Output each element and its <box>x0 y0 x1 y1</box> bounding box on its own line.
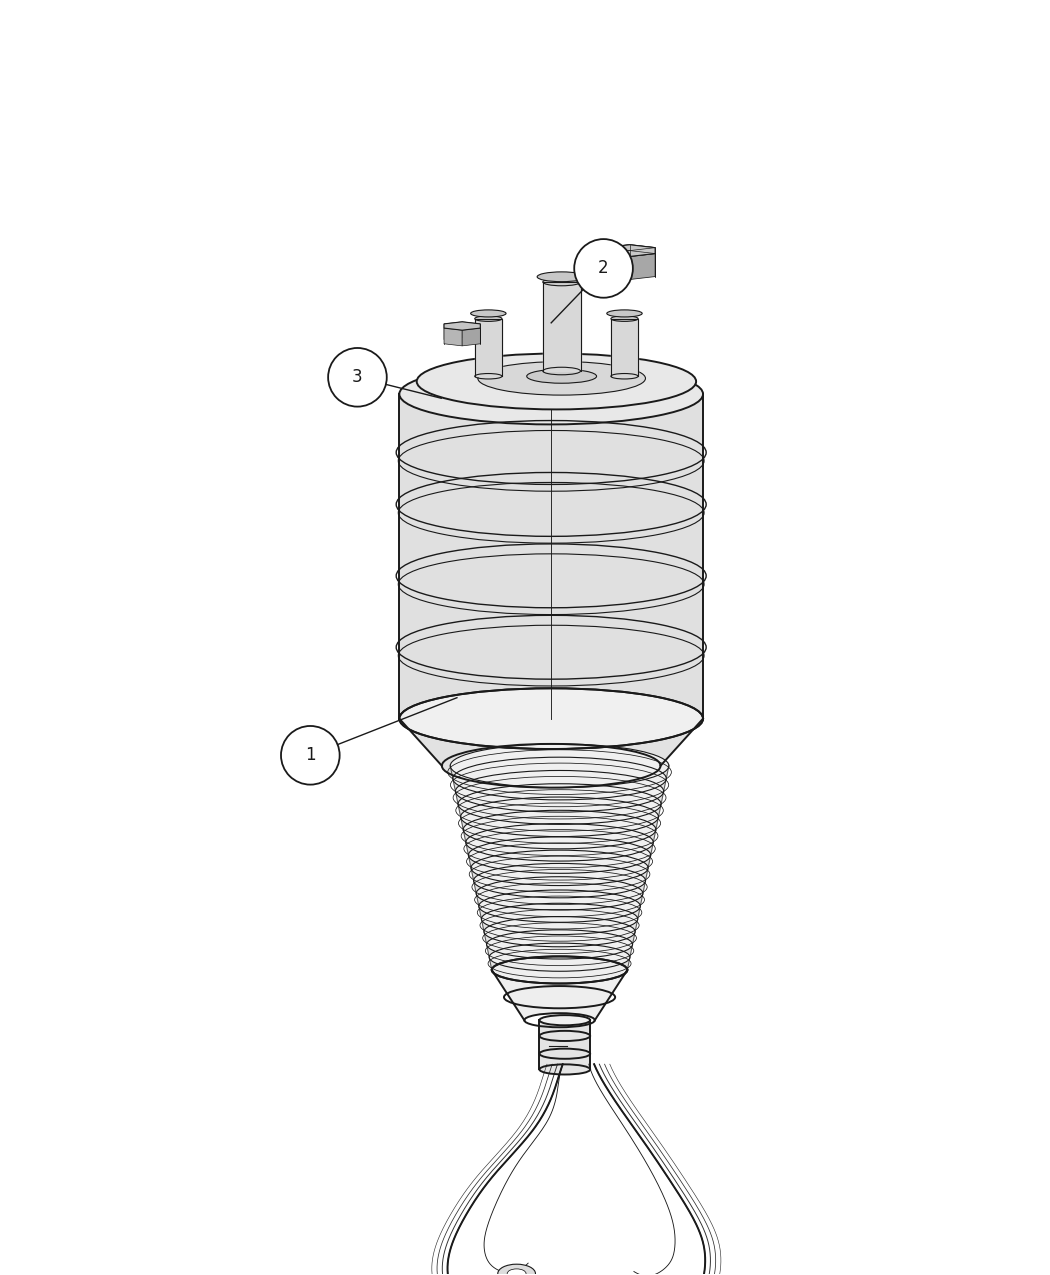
Polygon shape <box>471 850 648 881</box>
Polygon shape <box>456 792 664 825</box>
Polygon shape <box>543 282 581 371</box>
Text: 2: 2 <box>598 259 609 278</box>
Polygon shape <box>630 254 655 279</box>
Polygon shape <box>458 805 662 836</box>
Polygon shape <box>453 757 667 792</box>
Polygon shape <box>399 688 704 766</box>
Ellipse shape <box>478 362 646 395</box>
Polygon shape <box>486 929 632 958</box>
Circle shape <box>574 240 633 298</box>
Ellipse shape <box>498 1265 536 1275</box>
Polygon shape <box>605 245 655 256</box>
Polygon shape <box>479 890 640 919</box>
Circle shape <box>281 725 339 784</box>
Ellipse shape <box>475 316 502 321</box>
Polygon shape <box>399 719 704 788</box>
Ellipse shape <box>543 278 581 286</box>
Polygon shape <box>468 856 651 886</box>
Polygon shape <box>461 817 658 849</box>
Ellipse shape <box>538 272 586 282</box>
Polygon shape <box>471 868 648 898</box>
Polygon shape <box>461 797 658 830</box>
Polygon shape <box>474 881 646 910</box>
Ellipse shape <box>527 370 596 384</box>
Polygon shape <box>474 863 646 894</box>
Polygon shape <box>481 903 637 932</box>
Polygon shape <box>462 321 480 339</box>
Polygon shape <box>540 1015 590 1070</box>
Polygon shape <box>463 811 656 843</box>
Polygon shape <box>477 877 643 907</box>
Polygon shape <box>466 843 653 873</box>
Polygon shape <box>453 779 667 812</box>
Polygon shape <box>399 394 704 748</box>
Polygon shape <box>481 919 637 947</box>
Ellipse shape <box>399 363 704 425</box>
Polygon shape <box>444 321 480 330</box>
Text: 3: 3 <box>352 368 362 386</box>
Polygon shape <box>491 956 627 1020</box>
Polygon shape <box>605 245 630 270</box>
Polygon shape <box>484 917 635 945</box>
Polygon shape <box>468 836 651 868</box>
Polygon shape <box>458 784 662 817</box>
Polygon shape <box>444 321 462 339</box>
Polygon shape <box>477 894 643 922</box>
Polygon shape <box>605 245 655 256</box>
Polygon shape <box>479 907 640 935</box>
Text: 1: 1 <box>304 746 316 764</box>
Ellipse shape <box>417 353 696 409</box>
Polygon shape <box>630 245 655 270</box>
Polygon shape <box>489 944 630 970</box>
Polygon shape <box>450 743 669 779</box>
Polygon shape <box>456 770 664 805</box>
Polygon shape <box>450 766 669 799</box>
Polygon shape <box>462 328 480 346</box>
Polygon shape <box>611 319 638 376</box>
Polygon shape <box>484 932 635 959</box>
Circle shape <box>328 348 386 407</box>
Polygon shape <box>463 830 656 861</box>
Polygon shape <box>605 254 630 279</box>
Polygon shape <box>444 328 462 346</box>
Polygon shape <box>466 824 653 856</box>
Ellipse shape <box>507 1269 526 1275</box>
Ellipse shape <box>470 310 506 317</box>
Polygon shape <box>475 319 502 376</box>
Polygon shape <box>399 363 704 719</box>
Polygon shape <box>540 1020 590 1075</box>
Polygon shape <box>486 945 632 972</box>
Polygon shape <box>489 958 630 983</box>
Ellipse shape <box>607 310 643 317</box>
Ellipse shape <box>611 316 638 321</box>
